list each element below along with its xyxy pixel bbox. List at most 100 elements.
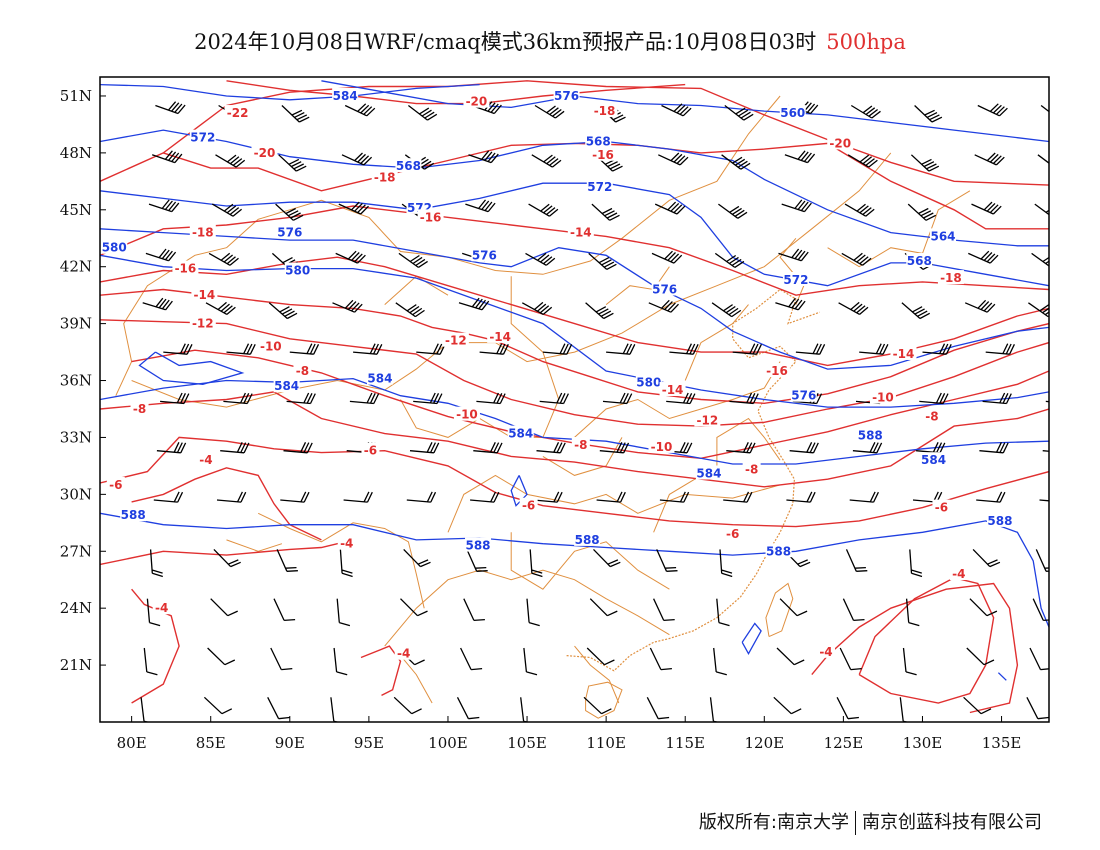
wind-barb [333,647,348,676]
contour-label: 584 [921,453,946,467]
wind-barb [470,491,500,503]
wind-barb [594,154,623,172]
wind-barb [968,250,999,264]
wind-barb [211,203,243,217]
wind-barb [273,598,296,622]
contour-label: -10 [651,440,673,454]
wind-barb [910,154,940,172]
wind-barb [143,647,158,676]
wind-barb [226,343,256,355]
contour-label: -14 [194,288,216,302]
contour-label: -14 [662,383,684,397]
lat-tick-label: 27N [60,542,92,560]
contour-label: 580 [102,241,127,255]
contour-label: 584 [696,466,721,480]
plot-area: 584 576 560 572 568 568 572 572 576 576 580 580 576 5… [100,80,1049,722]
wind-barb [899,697,910,722]
wind-barb [606,343,636,355]
wind-barb [207,647,236,666]
contour-label: 584 [333,89,358,103]
company-text: 南京创蓝科技有限公司 [862,812,1042,833]
wind-barb [539,392,569,405]
contour-label: 568 [396,159,421,173]
wind-barb [719,549,733,578]
contour-label: -14 [489,330,511,344]
wind-barb [718,203,748,219]
wind-barbs [140,101,1049,722]
contour-label: 584 [508,427,533,441]
wind-barb [330,697,340,722]
wind-barb [1034,203,1049,216]
contour-label: -14 [570,226,592,240]
wind-barb [403,548,431,568]
wind-barb [974,152,1005,166]
wind-barb [416,343,446,355]
contour-label: 584 [274,379,299,393]
contour-label: 572 [190,131,215,145]
map-frame [99,76,1050,723]
wind-barb [666,392,696,405]
contour-label: 588 [575,533,600,547]
contour-label: 576 [472,248,497,262]
wind-barb [151,150,183,164]
wind-barb [651,250,683,264]
wind-barb [276,549,298,572]
wind-barb [349,392,380,405]
wind-barb [468,150,499,164]
wind-barb [523,647,538,676]
wind-barb [408,104,438,121]
lat-tick-label: 24N [60,599,92,617]
contour-label: -8 [574,438,587,452]
wind-barb [220,442,250,454]
contour-label: -6 [522,499,535,513]
lon-tick-label: 95E [354,734,384,752]
contour-label: 580 [636,375,661,389]
wind-barb [267,697,290,720]
wind-barb [525,252,556,266]
latitude-axis: 51N 48N 45N 42N 39N 36N 33N 30N 27N 24N 21N [60,87,106,674]
wind-barb [721,154,751,170]
wind-barb [460,647,483,671]
wind-barb [585,302,614,320]
wind-barb [781,199,812,213]
contour-label: -18 [192,226,214,240]
contour-label: -18 [594,104,616,118]
lon-tick-label: 110E [586,734,626,752]
wind-barb [458,297,490,311]
wind-barb [646,697,670,720]
contour-label: -22 [227,106,249,120]
wind-barb [842,598,865,622]
pressure-level: 500hpa [826,30,906,54]
contour-label: 568 [907,254,932,268]
wind-barb [521,301,553,315]
wind-barb [724,104,754,121]
lon-tick-label: 100E [428,734,468,752]
contour-label: -18 [374,171,396,185]
contour-label: -10 [872,391,894,405]
wind-barb [979,442,1009,454]
lat-tick-label: 21N [60,656,92,674]
wind-barb [852,442,883,454]
wind-barb [1040,104,1049,113]
wind-barb [1031,252,1049,267]
wind-barb [335,250,366,264]
wind-barb [1035,549,1049,572]
lon-tick-label: 130E [903,734,943,752]
title-text: 2024年10月08日WRF/cmaq模式36km预报产品:10月08日03时 [194,30,817,54]
wind-barb [905,598,920,627]
contour-label: 576 [791,389,816,403]
wind-barb [593,548,621,568]
wind-barb [964,299,996,313]
lat-tick-label: 39N [60,315,92,333]
wind-barb [339,549,353,578]
wind-barb [591,203,620,221]
wind-barb [473,442,503,454]
wind-barb [713,647,727,676]
wind-barb [338,201,369,215]
wind-barb [1048,352,1049,353]
wind-barb [275,203,304,221]
contour-label: 584 [367,372,392,386]
wind-barb [732,343,762,355]
wind-barb [971,201,1002,215]
wind-barb [784,150,816,164]
